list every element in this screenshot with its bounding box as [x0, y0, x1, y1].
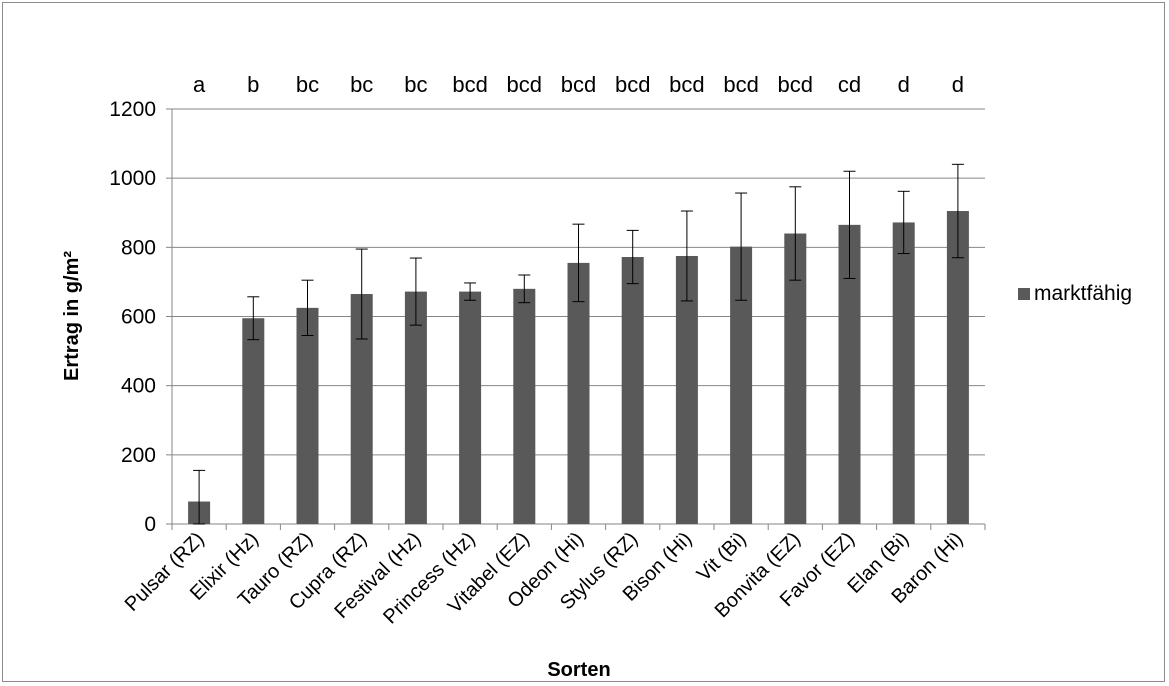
- legend-swatch: [1018, 288, 1030, 300]
- error-bars: [193, 163, 964, 525]
- bar: [242, 318, 265, 524]
- significance-letter: a: [193, 72, 206, 97]
- significance-letter: bc: [350, 72, 373, 97]
- legend-label: marktfähig: [1034, 282, 1132, 305]
- y-tick-label: 800: [121, 236, 156, 259]
- y-tick-label: 1000: [109, 167, 156, 190]
- x-tick-label: Pulsar (RZ): [121, 528, 209, 616]
- significance-letter: bc: [404, 72, 427, 97]
- bar: [784, 233, 807, 524]
- y-tick-label: 1200: [109, 98, 156, 121]
- y-tick-label: 400: [121, 375, 156, 398]
- bar: [730, 246, 753, 524]
- significance-letter: bcd: [778, 72, 813, 97]
- y-tick-label: 200: [121, 444, 156, 467]
- significance-letter: bcd: [561, 72, 596, 97]
- significance-letter: bcd: [507, 72, 542, 97]
- bar: [892, 222, 915, 524]
- x-axis-title: Sorten: [547, 659, 610, 681]
- bar: [567, 262, 590, 524]
- significance-letter: bcd: [615, 72, 650, 97]
- significance-letters: a b bc bc bc bcd bcd bcd bcd bcd bcd bcd cd d d: [193, 72, 964, 97]
- x-tick-labels: Pulsar (RZ)Elixir (Hz)Tauro (RZ)Cupra (R…: [121, 528, 968, 628]
- significance-letter: d: [898, 72, 910, 97]
- bar: [459, 291, 482, 524]
- bar: [296, 307, 319, 524]
- significance-letter: cd: [838, 72, 861, 97]
- significance-letter: d: [952, 72, 964, 97]
- significance-letter: b: [247, 72, 259, 97]
- y-axis-title: Ertrag in g/m²: [61, 251, 83, 381]
- bar: [675, 255, 698, 524]
- significance-letter: bcd: [723, 72, 758, 97]
- significance-letter: bcd: [669, 72, 704, 97]
- bar: [350, 294, 373, 524]
- bar: [513, 288, 536, 524]
- y-tick-labels: 0 200 400 600 800 1000 1200: [109, 98, 156, 536]
- bar: [621, 257, 644, 524]
- legend: marktfähig: [1018, 282, 1132, 305]
- bars: [188, 211, 969, 525]
- y-tick-label: 600: [121, 306, 156, 329]
- bar: [946, 211, 969, 525]
- significance-letter: bcd: [452, 72, 487, 97]
- bar: [404, 291, 427, 524]
- significance-letter: bc: [296, 72, 319, 97]
- y-tick-label: 0: [144, 513, 156, 536]
- bar: [838, 224, 861, 524]
